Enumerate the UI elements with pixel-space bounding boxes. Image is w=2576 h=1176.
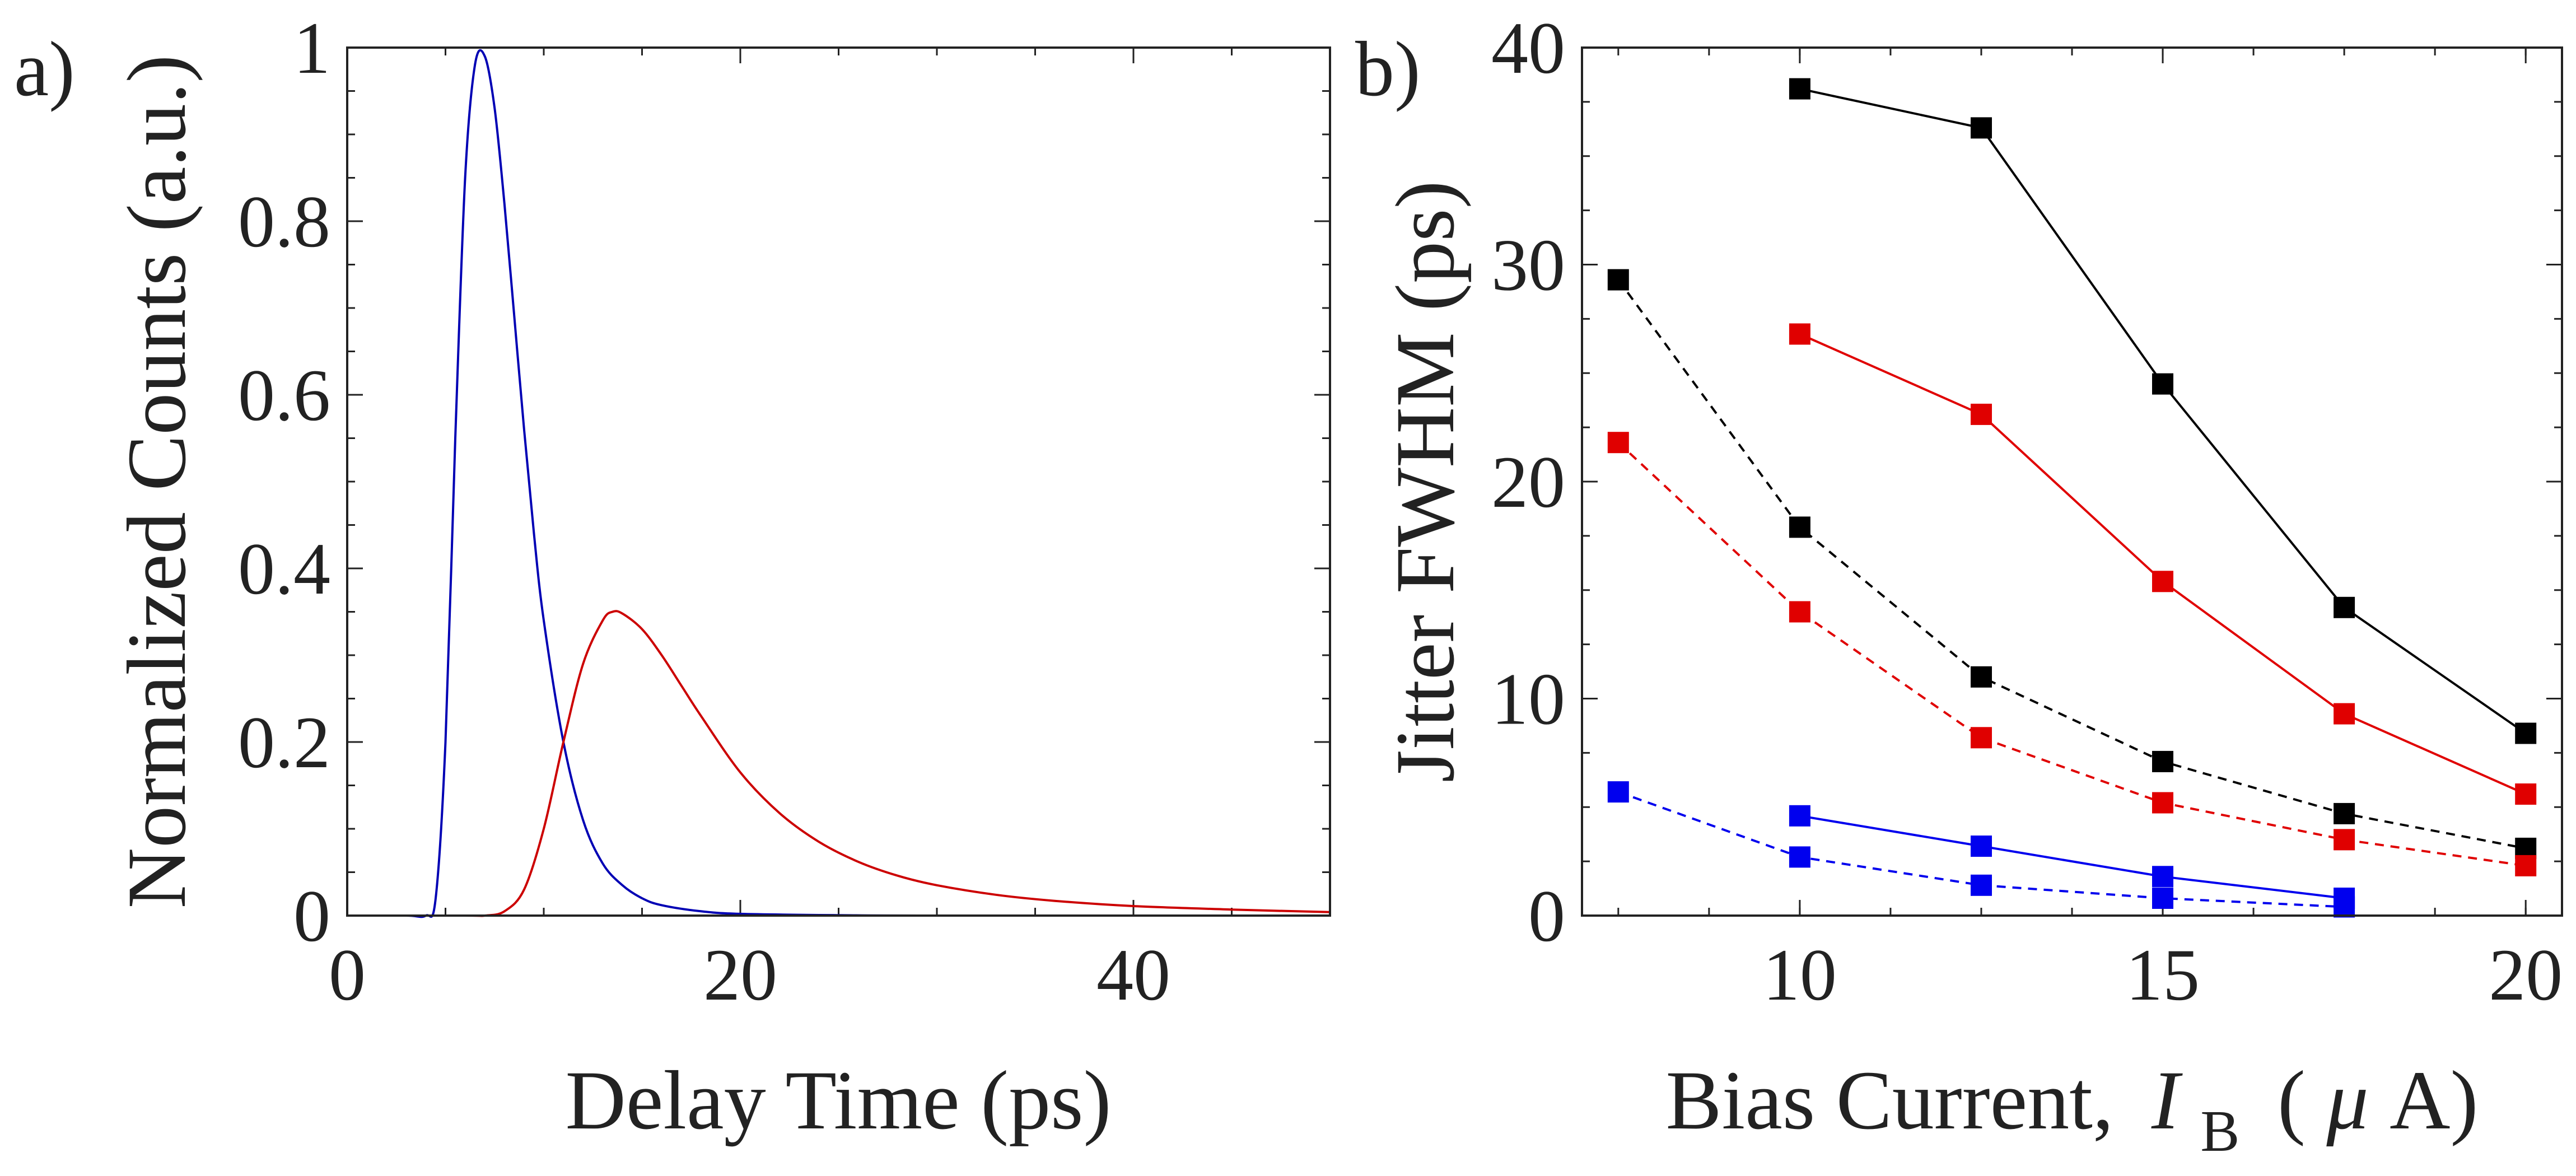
panel-b-marker-black-dashed bbox=[1971, 666, 1992, 688]
panel-b-x-tick-label: 15 bbox=[2126, 934, 2200, 1016]
panel-b-marker-red-dashed bbox=[2152, 792, 2173, 814]
panel-b-marker-red-solid bbox=[2515, 783, 2537, 805]
panel-b-marker-red-solid bbox=[2152, 571, 2173, 592]
panel-a-curve-red bbox=[347, 610, 1331, 917]
panel-b-xlabel-main: Bias Current, bbox=[1666, 1054, 2114, 1147]
panel-b-marker-blue-dashed bbox=[2334, 896, 2355, 918]
panel-a-x-tick-label: 0 bbox=[329, 934, 366, 1016]
panel-b-marker-red-solid bbox=[2334, 703, 2355, 725]
panel-b-ticks bbox=[1582, 46, 2562, 917]
panel-a-y-tick-label: 0.6 bbox=[238, 354, 330, 436]
panel-b-marker-blue-dashed bbox=[1971, 874, 1992, 896]
panel-b-marker-black-solid bbox=[2334, 596, 2355, 618]
panel-b-xlabel-paren: ( bbox=[2278, 1054, 2306, 1147]
panel-b-marker-red-solid bbox=[1789, 323, 1810, 345]
panel-b-marker-red-solid bbox=[1971, 403, 1992, 425]
panel-a-ylabel: Normalized Counts (a.u.) bbox=[110, 55, 203, 909]
panel-b-marker-red-dashed bbox=[1607, 432, 1629, 454]
panel-b-xlabel-mu: μ bbox=[2326, 1054, 2368, 1147]
panel-b-line-red-solid bbox=[1799, 333, 2527, 795]
panel-b-line-black-dashed bbox=[1617, 279, 2526, 850]
panel-b-marker-black-dashed bbox=[2152, 750, 2173, 772]
panel-b-series bbox=[1607, 78, 2537, 918]
panel-a-curve-blue bbox=[347, 49, 1331, 918]
panel-b-marker-black-dashed bbox=[2334, 802, 2355, 824]
panel-b-line-red-dashed bbox=[1617, 441, 2526, 867]
panel-b-marker-red-dashed bbox=[2515, 855, 2537, 876]
panel-b-marker-blue-dashed bbox=[2152, 888, 2173, 909]
panel-a-y-tick-label: 0.2 bbox=[238, 701, 330, 783]
panel-b-y-tick-label: 20 bbox=[1491, 441, 1565, 523]
panel-a-tick-labels: 0 20 40 0 0.2 0.4 0.6 0.8 1 bbox=[238, 7, 1170, 1016]
panel-a-xlabel: Delay Time (ps) bbox=[566, 1054, 1112, 1147]
panel-b-tick-labels: 10 15 20 0 10 20 30 40 bbox=[1491, 7, 2563, 1016]
panel-a-y-tick-label: 0.8 bbox=[238, 180, 330, 263]
panel-b-marker-blue-solid bbox=[1971, 836, 1992, 857]
panel-b-marker-red-dashed bbox=[1971, 727, 1992, 749]
panel-b-marker-blue-dashed bbox=[1789, 846, 1810, 868]
panel-b-ylabel: Jitter FWHM (ps) bbox=[1379, 181, 1472, 783]
panel-b-x-tick-label: 20 bbox=[2489, 934, 2563, 1016]
panel-b-marker-black-solid bbox=[1971, 117, 1992, 139]
panel-b-xlabel: Bias Current, I B ( μ A) bbox=[1666, 1054, 2479, 1169]
panel-a-label: a) bbox=[14, 26, 75, 113]
panel-b-y-tick-label: 30 bbox=[1491, 224, 1565, 306]
panel-a-series bbox=[347, 49, 1331, 918]
panel-b-line-blue-solid bbox=[1799, 814, 2345, 899]
panel-b-line-black-solid bbox=[1799, 87, 2527, 735]
panel-b-marker-red-dashed bbox=[2334, 829, 2355, 851]
panel-b: b) 10 15 20 0 10 20 30 40 Bias Current, I B ( μ… bbox=[1355, 7, 2563, 1169]
panel-b-y-tick-label: 40 bbox=[1491, 7, 1565, 89]
panel-b-label: b) bbox=[1355, 26, 1421, 113]
panel-a-x-tick-label: 20 bbox=[703, 934, 777, 1016]
panel-b-x-tick-label: 10 bbox=[1763, 934, 1837, 1016]
panel-a-y-tick-label: 0 bbox=[293, 875, 330, 957]
panel-b-marker-black-dashed bbox=[1789, 516, 1810, 538]
panel-b-xlabel-var: I bbox=[2151, 1054, 2183, 1147]
panel-b-y-tick-label: 10 bbox=[1491, 658, 1565, 740]
panel-b-marker-blue-solid bbox=[1789, 805, 1810, 827]
panel-b-marker-black-dashed bbox=[1607, 269, 1629, 291]
panel-b-marker-blue-dashed bbox=[1607, 781, 1629, 803]
panel-b-marker-blue-solid bbox=[2152, 866, 2173, 888]
panel-b-axes-frame bbox=[1581, 46, 2563, 917]
panel-a-y-tick-label: 1 bbox=[293, 7, 330, 89]
panel-b-marker-black-solid bbox=[1789, 78, 1810, 100]
panel-a-axes-frame bbox=[346, 46, 1331, 917]
panel-a-x-tick-label: 40 bbox=[1096, 934, 1170, 1016]
panel-a-y-tick-label: 0.4 bbox=[238, 528, 330, 610]
panel-b-xlabel-unit: A) bbox=[2390, 1054, 2478, 1147]
panel-b-marker-black-solid bbox=[2152, 373, 2173, 395]
panel-b-marker-black-solid bbox=[2515, 722, 2537, 744]
panel-a: a) 0 20 40 0 0.2 0.4 0.6 0.8 1 Delay Time (ps) N… bbox=[14, 7, 1331, 1147]
panel-a-ticks bbox=[346, 46, 1331, 917]
panel-b-y-tick-label: 0 bbox=[1528, 875, 1565, 957]
panel-b-marker-red-dashed bbox=[1789, 601, 1810, 623]
panel-b-xlabel-sub: B bbox=[2200, 1098, 2239, 1164]
